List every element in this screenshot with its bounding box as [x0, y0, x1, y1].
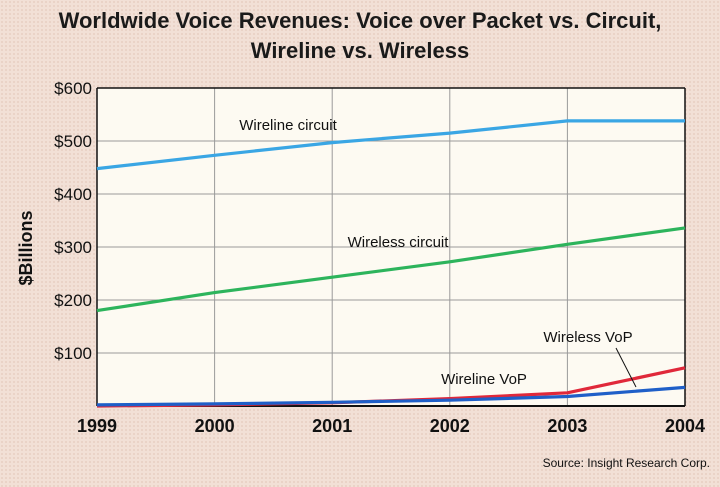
- chart-title-line-1: Worldwide Voice Revenues: Voice over Pac…: [58, 8, 662, 33]
- x-tick-label-4: 2003: [547, 416, 587, 436]
- y-tick-labels: $100 $200 $300 $400 $500 $600: [54, 79, 92, 363]
- chart-title-line-2: Wireline vs. Wireless: [250, 38, 470, 63]
- series-label-2: Wireless VoP: [543, 329, 632, 346]
- source-note: Source: Insight Research Corp.: [543, 456, 710, 470]
- series-line-0: [96, 119, 685, 171]
- chart-title: Worldwide Voice Revenues: Voice over Pac…: [0, 6, 720, 66]
- y-tick-label-4: $500: [54, 132, 92, 151]
- series-label-0: Wireline circuit: [239, 117, 337, 134]
- series-label-leader: [615, 347, 637, 388]
- grid: [97, 87, 685, 406]
- series-labels: Wireline circuit Wireless circuit Wireless…: [239, 117, 637, 388]
- y-tick-label-3: $400: [54, 185, 92, 204]
- x-tick-label-0: 1999: [77, 416, 117, 436]
- series-line-1: [96, 226, 686, 313]
- series-label-3: Wireline VoP: [441, 371, 527, 388]
- series-label-1: Wireless circuit: [348, 234, 450, 251]
- x-tick-label-3: 2002: [430, 416, 470, 436]
- series-line-3: [96, 385, 686, 407]
- y-tick-label-2: $300: [54, 238, 92, 257]
- y-tick-label-1: $200: [54, 291, 92, 310]
- y-axis-label: $Billions: [16, 210, 36, 285]
- x-tick-label-2: 2001: [312, 416, 352, 436]
- x-tick-label-5: 2004: [665, 416, 705, 436]
- x-tick-labels: 1999 2000 2001 2002 2003 2004: [77, 416, 705, 436]
- y-tick-label-5: $600: [54, 79, 92, 98]
- x-tick-label-1: 2000: [195, 416, 235, 436]
- y-tick-label-0: $100: [54, 344, 92, 363]
- series-lines: [96, 119, 686, 408]
